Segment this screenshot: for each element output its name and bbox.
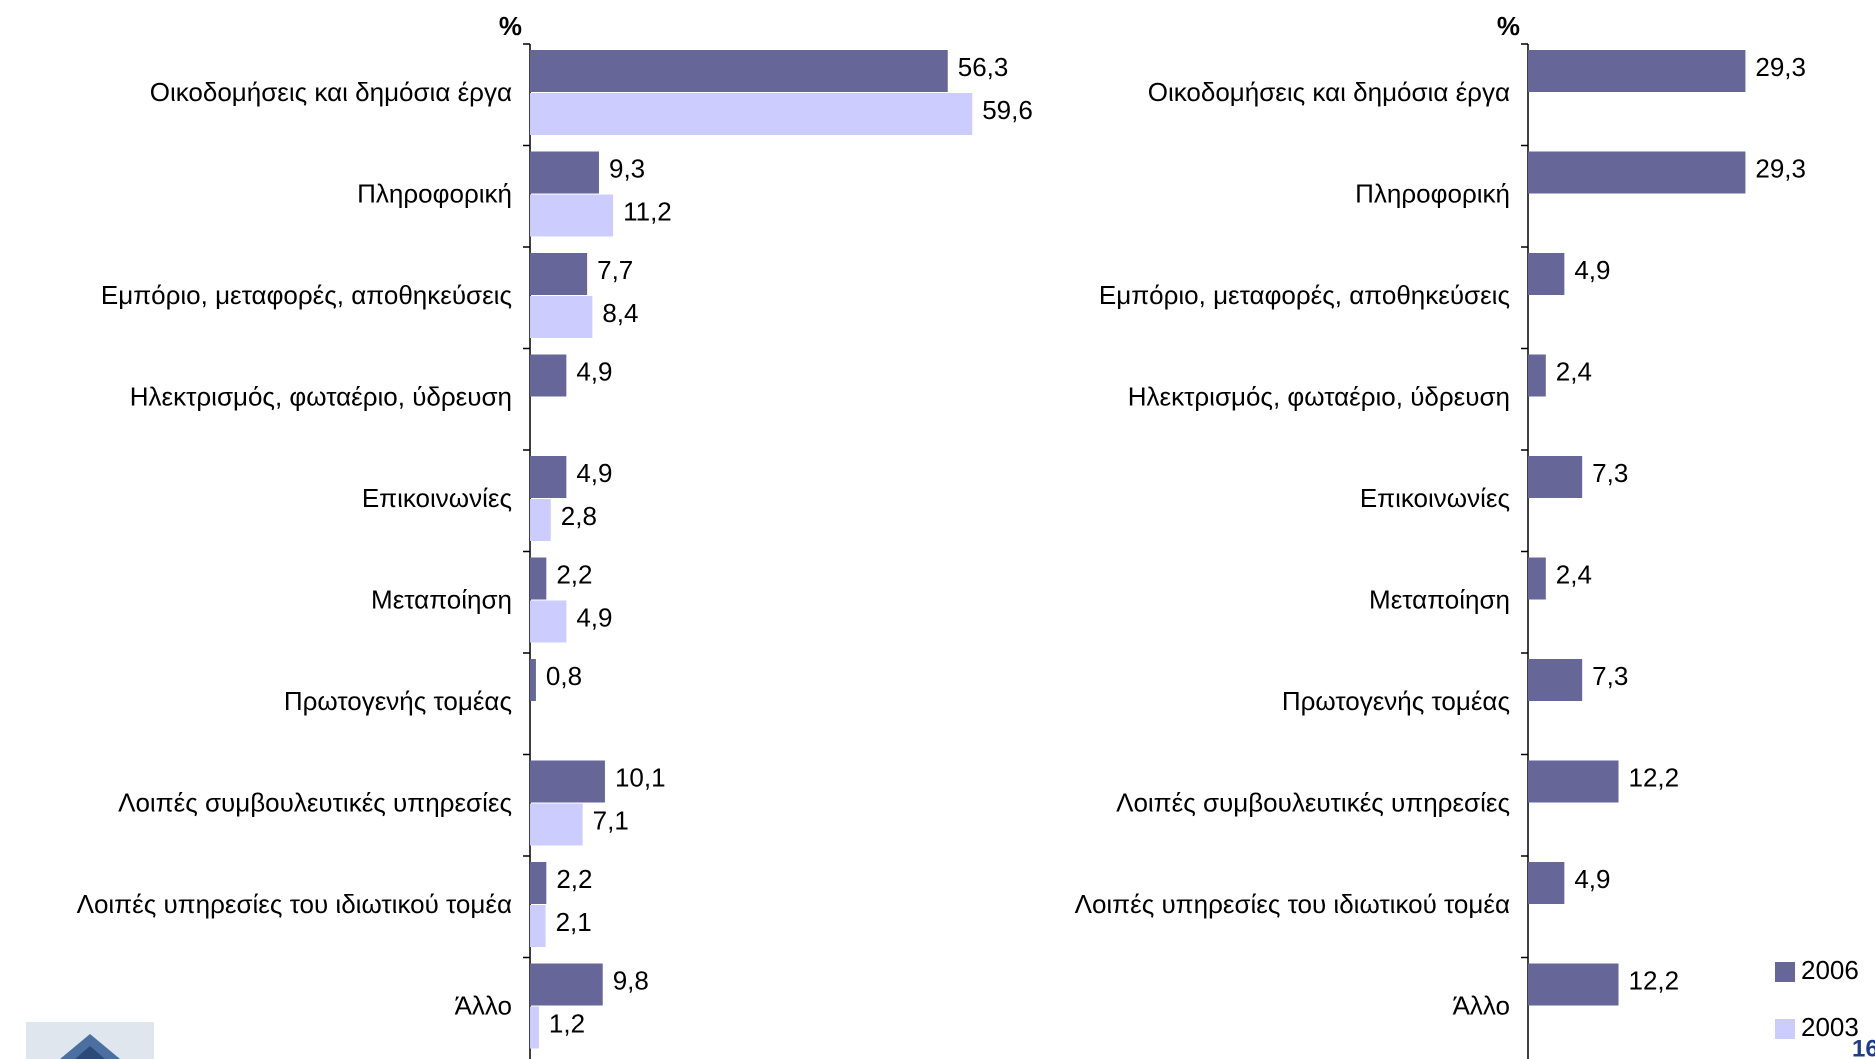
- bar: [530, 499, 551, 541]
- value-label: 29,3: [1755, 153, 1806, 183]
- axis-unit: %: [1497, 11, 1520, 41]
- bar: [530, 456, 567, 498]
- value-label: 1,2: [549, 1008, 585, 1038]
- value-label: 29,3: [1755, 52, 1806, 82]
- category-label: Πληροφορική: [1355, 178, 1510, 208]
- category-label: Λοιπές υπηρεσίες του ιδιωτικού τομέα: [77, 889, 512, 919]
- bar: [530, 354, 567, 397]
- value-label: 0,8: [546, 661, 582, 691]
- category-label: Πρωτογενής τομέας: [284, 686, 512, 716]
- value-label: 59,6: [982, 95, 1033, 125]
- category-label: Λοιπές συμβουλευτικές υπηρεσίες: [1116, 787, 1510, 817]
- bar: [1528, 963, 1619, 1006]
- logo: [26, 1022, 154, 1059]
- legend-label: 2003: [1801, 1012, 1859, 1042]
- value-label: 56,3: [958, 52, 1009, 82]
- bar: [1528, 760, 1619, 803]
- value-label: 7,3: [1592, 458, 1628, 488]
- value-label: 4,9: [576, 356, 612, 386]
- bar: [1528, 456, 1583, 498]
- bar: [530, 296, 593, 338]
- bar: [530, 862, 547, 904]
- category-label: Επικοινωνίες: [1360, 483, 1510, 513]
- category-label: Επικοινωνίες: [362, 483, 512, 513]
- bar: [1528, 50, 1746, 92]
- category-label: Πληροφορική: [357, 178, 512, 208]
- category-label: Άλλο: [1453, 990, 1510, 1020]
- value-label: 2,4: [1556, 356, 1592, 386]
- category-label: Ηλεκτρισμός, φωταέριο, ύδρευση: [1128, 381, 1510, 411]
- value-label: 7,1: [593, 805, 629, 835]
- value-label: 8,4: [602, 298, 638, 328]
- value-label: 4,9: [1574, 864, 1610, 894]
- value-label: 4,9: [1574, 255, 1610, 285]
- bar: [1528, 354, 1546, 397]
- bar: [530, 151, 600, 194]
- page-number: 16: [1852, 1035, 1875, 1059]
- bar: [1528, 659, 1583, 701]
- legend-swatch: [1775, 1019, 1795, 1039]
- bar: [530, 963, 603, 1006]
- legend-swatch: [1775, 962, 1795, 982]
- category-label: Πρωτογενής τομέας: [1282, 686, 1510, 716]
- bar: [530, 905, 546, 947]
- bar: [530, 253, 588, 295]
- category-label: Ηλεκτρισμός, φωταέριο, ύδρευση: [130, 381, 512, 411]
- legend-label: 2006: [1801, 955, 1859, 985]
- bar: [530, 93, 973, 135]
- category-label: Οικοδομήσεις και δημόσια έργα: [150, 77, 512, 107]
- value-label: 11,2: [623, 196, 672, 226]
- category-label: Μεταποίηση: [1369, 584, 1510, 614]
- bar: [530, 557, 547, 600]
- bar: [530, 50, 948, 92]
- value-label: 2,4: [1556, 559, 1592, 589]
- axis-unit: %: [499, 11, 522, 41]
- value-label: 7,3: [1592, 661, 1628, 691]
- value-label: 2,1: [556, 907, 592, 937]
- value-label: 12,2: [1629, 965, 1680, 995]
- bar: [530, 659, 536, 701]
- category-label: Λοιπές συμβουλευτικές υπηρεσίες: [118, 787, 512, 817]
- value-label: 7,7: [597, 255, 633, 285]
- bar: [1528, 151, 1746, 194]
- bar: [530, 194, 614, 237]
- bar: [530, 760, 605, 803]
- value-label: 2,8: [561, 501, 597, 531]
- category-label: Εμπόριο, μεταφορές, αποθηκεύσεις: [101, 280, 512, 310]
- bar: [530, 803, 583, 846]
- category-label: Άλλο: [455, 990, 512, 1020]
- category-label: Οικοδομήσεις και δημόσια έργα: [1148, 77, 1510, 107]
- value-label: 10,1: [615, 762, 666, 792]
- bar: [530, 1006, 539, 1049]
- category-label: Εμπόριο, μεταφορές, αποθηκεύσεις: [1099, 280, 1510, 310]
- value-label: 4,9: [576, 602, 612, 632]
- bar: [1528, 557, 1546, 600]
- value-label: 2,2: [556, 559, 592, 589]
- bar: [530, 600, 567, 643]
- category-label: Λοιπές υπηρεσίες του ιδιωτικού τομέα: [1075, 889, 1510, 919]
- value-label: 9,3: [609, 153, 645, 183]
- value-label: 12,2: [1629, 762, 1680, 792]
- value-label: 4,9: [576, 458, 612, 488]
- category-label: Μεταποίηση: [371, 584, 512, 614]
- value-label: 9,8: [613, 965, 649, 995]
- value-label: 2,2: [556, 864, 592, 894]
- bar: [1528, 862, 1565, 904]
- bar: [1528, 253, 1565, 295]
